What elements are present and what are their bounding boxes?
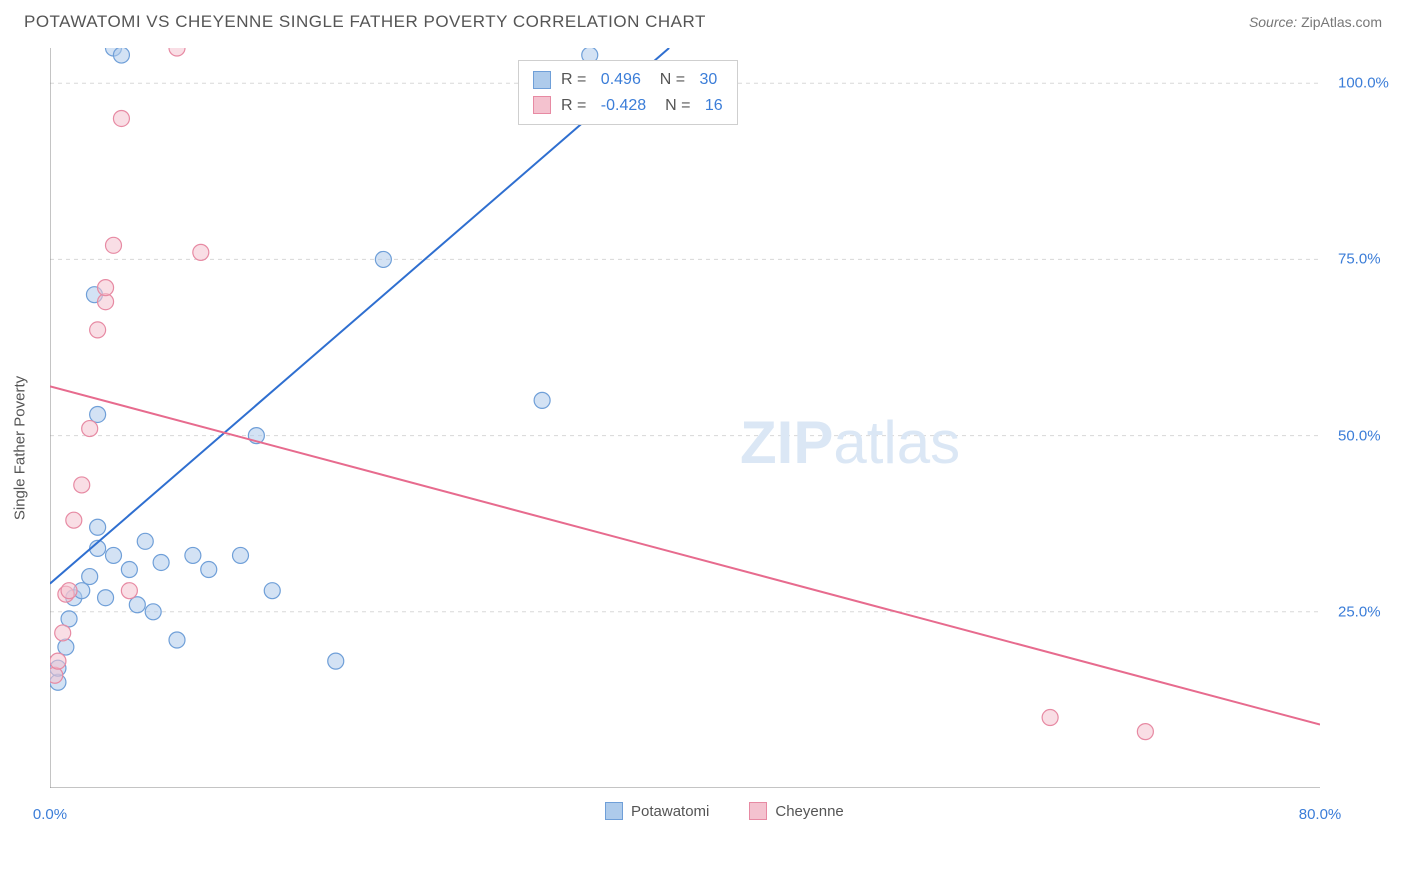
scatter-plot — [50, 48, 1320, 788]
x-tick-label: 0.0% — [33, 806, 67, 823]
y-tick-label: 75.0% — [1338, 251, 1381, 268]
n-value: 16 — [705, 93, 723, 119]
source-attribution: Source: ZipAtlas.com — [1249, 14, 1382, 30]
y-tick-label: 100.0% — [1338, 75, 1389, 92]
x-tick-label: 80.0% — [1299, 806, 1342, 823]
y-tick-label: 50.0% — [1338, 427, 1381, 444]
correlation-legend: R = 0.496 N = 30R = -0.428 N = 16 — [518, 60, 738, 125]
source-name: ZipAtlas.com — [1301, 14, 1382, 30]
y-axis-label: Single Father Poverty — [12, 376, 29, 520]
n-value: 30 — [700, 67, 718, 93]
correlation-row: R = -0.428 N = 16 — [533, 93, 723, 119]
series-swatch — [533, 96, 551, 114]
series-swatch — [533, 71, 551, 89]
legend-item: Potawatomi — [605, 802, 709, 820]
chart-container: Single Father Poverty 25.0%50.0%75.0%100… — [50, 48, 1390, 848]
legend-item: Cheyenne — [749, 802, 843, 820]
r-label: R = — [561, 93, 591, 119]
chart-title: POTAWATOMI VS CHEYENNE SINGLE FATHER POV… — [24, 12, 706, 32]
r-label: R = — [561, 67, 591, 93]
n-label: N = — [651, 67, 690, 93]
r-value: -0.428 — [601, 93, 646, 119]
source-label: Source: — [1249, 14, 1297, 30]
legend-swatch — [749, 802, 767, 820]
legend-label: Cheyenne — [775, 803, 843, 820]
correlation-row: R = 0.496 N = 30 — [533, 67, 723, 93]
series-legend: Potawatomi Cheyenne — [605, 802, 844, 820]
y-tick-label: 25.0% — [1338, 603, 1381, 620]
r-value: 0.496 — [601, 67, 641, 93]
n-label: N = — [656, 93, 695, 119]
legend-swatch — [605, 802, 623, 820]
legend-label: Potawatomi — [631, 803, 709, 820]
